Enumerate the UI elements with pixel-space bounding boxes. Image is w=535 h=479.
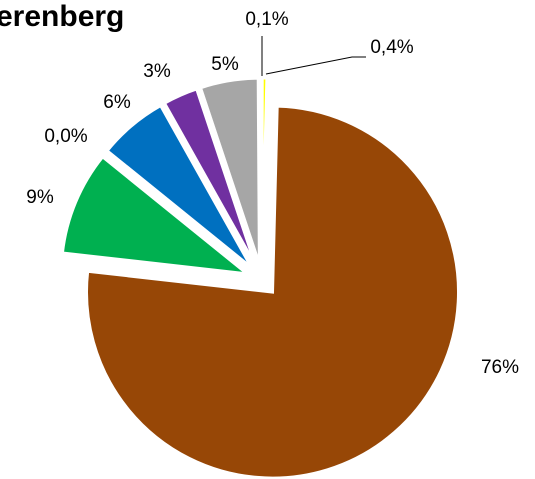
data-label: 3% — [143, 61, 171, 82]
pie-slice — [85, 104, 460, 479]
pie-slice — [198, 76, 261, 265]
pie-slice — [104, 151, 251, 272]
pie-slice — [259, 76, 264, 265]
pie-slice — [60, 154, 253, 276]
pie-slice — [162, 87, 257, 267]
leader-line — [265, 56, 366, 75]
data-label: 0,1% — [245, 9, 288, 30]
data-label: 0,0% — [44, 126, 87, 147]
pie-slice — [104, 103, 253, 269]
chart-title: erenberg — [0, 0, 124, 33]
data-label: 6% — [103, 92, 131, 113]
data-label: 9% — [26, 187, 54, 208]
data-label: 76% — [481, 357, 519, 378]
data-label: 0,4% — [370, 37, 413, 58]
data-label: 5% — [211, 54, 239, 75]
